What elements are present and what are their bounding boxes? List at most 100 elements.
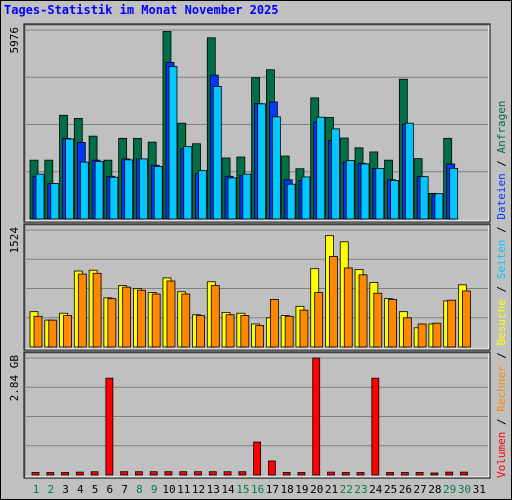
- bar-rechner-day-15: [240, 315, 250, 348]
- x-tick-label-day-16: 16: [251, 483, 264, 496]
- x-tick-label-day-9: 9: [151, 483, 158, 496]
- x-tick-label-day-10: 10: [162, 483, 175, 496]
- bar-rechner-day-4: [77, 273, 87, 348]
- bar-volumen-day-6: [105, 377, 114, 476]
- bar-volumen-day-10: [164, 471, 173, 476]
- bar-seiten-day-14: [227, 177, 237, 220]
- bar-rechner-day-16: [255, 325, 265, 348]
- bar-volumen-day-3: [61, 472, 69, 476]
- bar-volumen-day-19: [297, 472, 306, 476]
- bar-seiten-day-20: [316, 116, 326, 220]
- bar-volumen-day-29: [445, 471, 454, 476]
- bar-seiten-day-11: [183, 146, 193, 220]
- bar-volumen-day-8: [135, 471, 143, 476]
- x-tick-label-day-6: 6: [107, 483, 114, 496]
- x-tick-label-day-29: 29: [443, 483, 456, 496]
- x-tick-label-day-7: 7: [121, 483, 128, 496]
- bar-seiten-day-26: [404, 122, 414, 220]
- x-tick-label-day-4: 4: [77, 483, 84, 496]
- bar-volumen-day-17: [267, 460, 276, 476]
- bar-seiten-day-9: [153, 166, 163, 220]
- bar-volumen-day-27: [415, 472, 424, 476]
- right-legend-text: Volumen / Rechner / Besuche / Seiten / D…: [495, 100, 508, 478]
- bar-seiten-day-23: [360, 163, 370, 220]
- y-axis-labels: 5976 1524 2.84 GB: [8, 27, 21, 401]
- bar-seiten-day-29: [449, 167, 459, 220]
- x-tick-label-day-22: 22: [340, 483, 353, 496]
- bar-seiten-day-8: [139, 158, 148, 220]
- x-tick-label-day-13: 13: [207, 483, 220, 496]
- bar-seiten-day-13: [212, 86, 222, 220]
- bar-rechner-day-20: [314, 292, 324, 348]
- x-tick-label-day-20: 20: [310, 483, 323, 496]
- x-tick-label-day-24: 24: [369, 483, 383, 496]
- bar-seiten-day-28: [434, 193, 444, 220]
- bar-rechner-day-30: [462, 290, 471, 348]
- bar-seiten-day-17: [271, 116, 281, 220]
- bar-seiten-day-27: [419, 176, 429, 220]
- bar-seiten-day-10: [168, 66, 178, 220]
- x-tick-label-day-18: 18: [281, 483, 294, 496]
- bar-rechner-day-10: [166, 280, 176, 348]
- bar-rechner-day-28: [432, 322, 442, 348]
- bar-rechner-day-22: [343, 267, 353, 348]
- bar-volumen-day-21: [327, 471, 335, 476]
- bar-volumen-day-1: [31, 472, 40, 476]
- bar-seiten-day-1: [35, 173, 45, 220]
- bar-volumen-day-24: [371, 377, 380, 476]
- legend-item-seiten: Seiten: [495, 240, 508, 280]
- bar-seiten-day-12: [198, 170, 207, 220]
- bar-rechner-day-12: [196, 315, 205, 348]
- bar-seiten-day-4: [79, 161, 89, 220]
- bar-seiten-day-7: [124, 159, 134, 220]
- x-tick-label-day-8: 8: [136, 483, 143, 496]
- bar-volumen-day-2: [46, 472, 55, 476]
- bar-volumen-day-5: [90, 471, 99, 476]
- bar-volumen-day-25: [386, 472, 394, 476]
- bar-volumen-day-26: [400, 472, 409, 476]
- bar-rechner-day-29: [447, 299, 457, 348]
- bar-seiten-day-2: [50, 183, 60, 220]
- legend-separator: /: [495, 279, 508, 299]
- bar-rechner-day-17: [269, 299, 279, 348]
- legend-separator: /: [495, 220, 508, 240]
- legend-item-besuche: Besuche: [495, 299, 508, 345]
- bar-rechner-day-23: [358, 274, 368, 348]
- bar-rechner-day-26: [402, 317, 412, 348]
- x-tick-label-day-26: 26: [399, 483, 412, 496]
- bar-seiten-day-15: [242, 173, 252, 220]
- bar-volumen-day-13: [208, 471, 217, 476]
- x-tick-label-day-28: 28: [428, 483, 441, 496]
- bar-seiten-day-16: [257, 103, 267, 220]
- x-tick-label-day-3: 3: [62, 483, 69, 496]
- legend-separator: /: [495, 346, 508, 366]
- bar-volumen-day-16: [253, 441, 262, 476]
- bar-rechner-day-7: [122, 286, 132, 348]
- y-axis-max-label: 5976: [8, 27, 21, 54]
- y-axis-max-label: 1524: [8, 227, 21, 254]
- bar-seiten-day-21: [331, 128, 340, 220]
- bar-seiten-day-6: [109, 176, 119, 220]
- bar-volumen-day-23: [356, 472, 365, 476]
- bar-rechner-day-5: [92, 272, 102, 348]
- bar-seiten-day-19: [301, 176, 311, 220]
- x-tick-label-day-21: 21: [325, 483, 338, 496]
- bar-rechner-day-18: [284, 315, 294, 348]
- bar-rechner-day-13: [210, 285, 220, 348]
- bar-rechner-day-11: [181, 293, 191, 348]
- bar-seiten-day-3: [65, 138, 74, 220]
- bar-volumen-day-22: [341, 472, 350, 476]
- x-tick-label-day-11: 11: [177, 483, 190, 496]
- bar-rechner-day-25: [388, 299, 397, 348]
- right-legend: Volumen / Rechner / Besuche / Seiten / D…: [495, 100, 508, 478]
- bar-seiten-day-25: [390, 180, 399, 220]
- bar-volumen-day-11: [179, 471, 188, 476]
- legend-separator: /: [495, 153, 508, 173]
- bar-volumen-day-12: [194, 471, 202, 476]
- bar-rechner-day-21: [329, 256, 338, 348]
- chart-title: Tages-Statistik im Monat November 2025: [4, 3, 279, 17]
- x-tick-label-day-14: 14: [221, 483, 235, 496]
- y-axis-max-label: 2.84 GB: [8, 355, 21, 402]
- bar-volumen-day-18: [282, 472, 291, 476]
- bar-rechner-day-14: [225, 314, 235, 348]
